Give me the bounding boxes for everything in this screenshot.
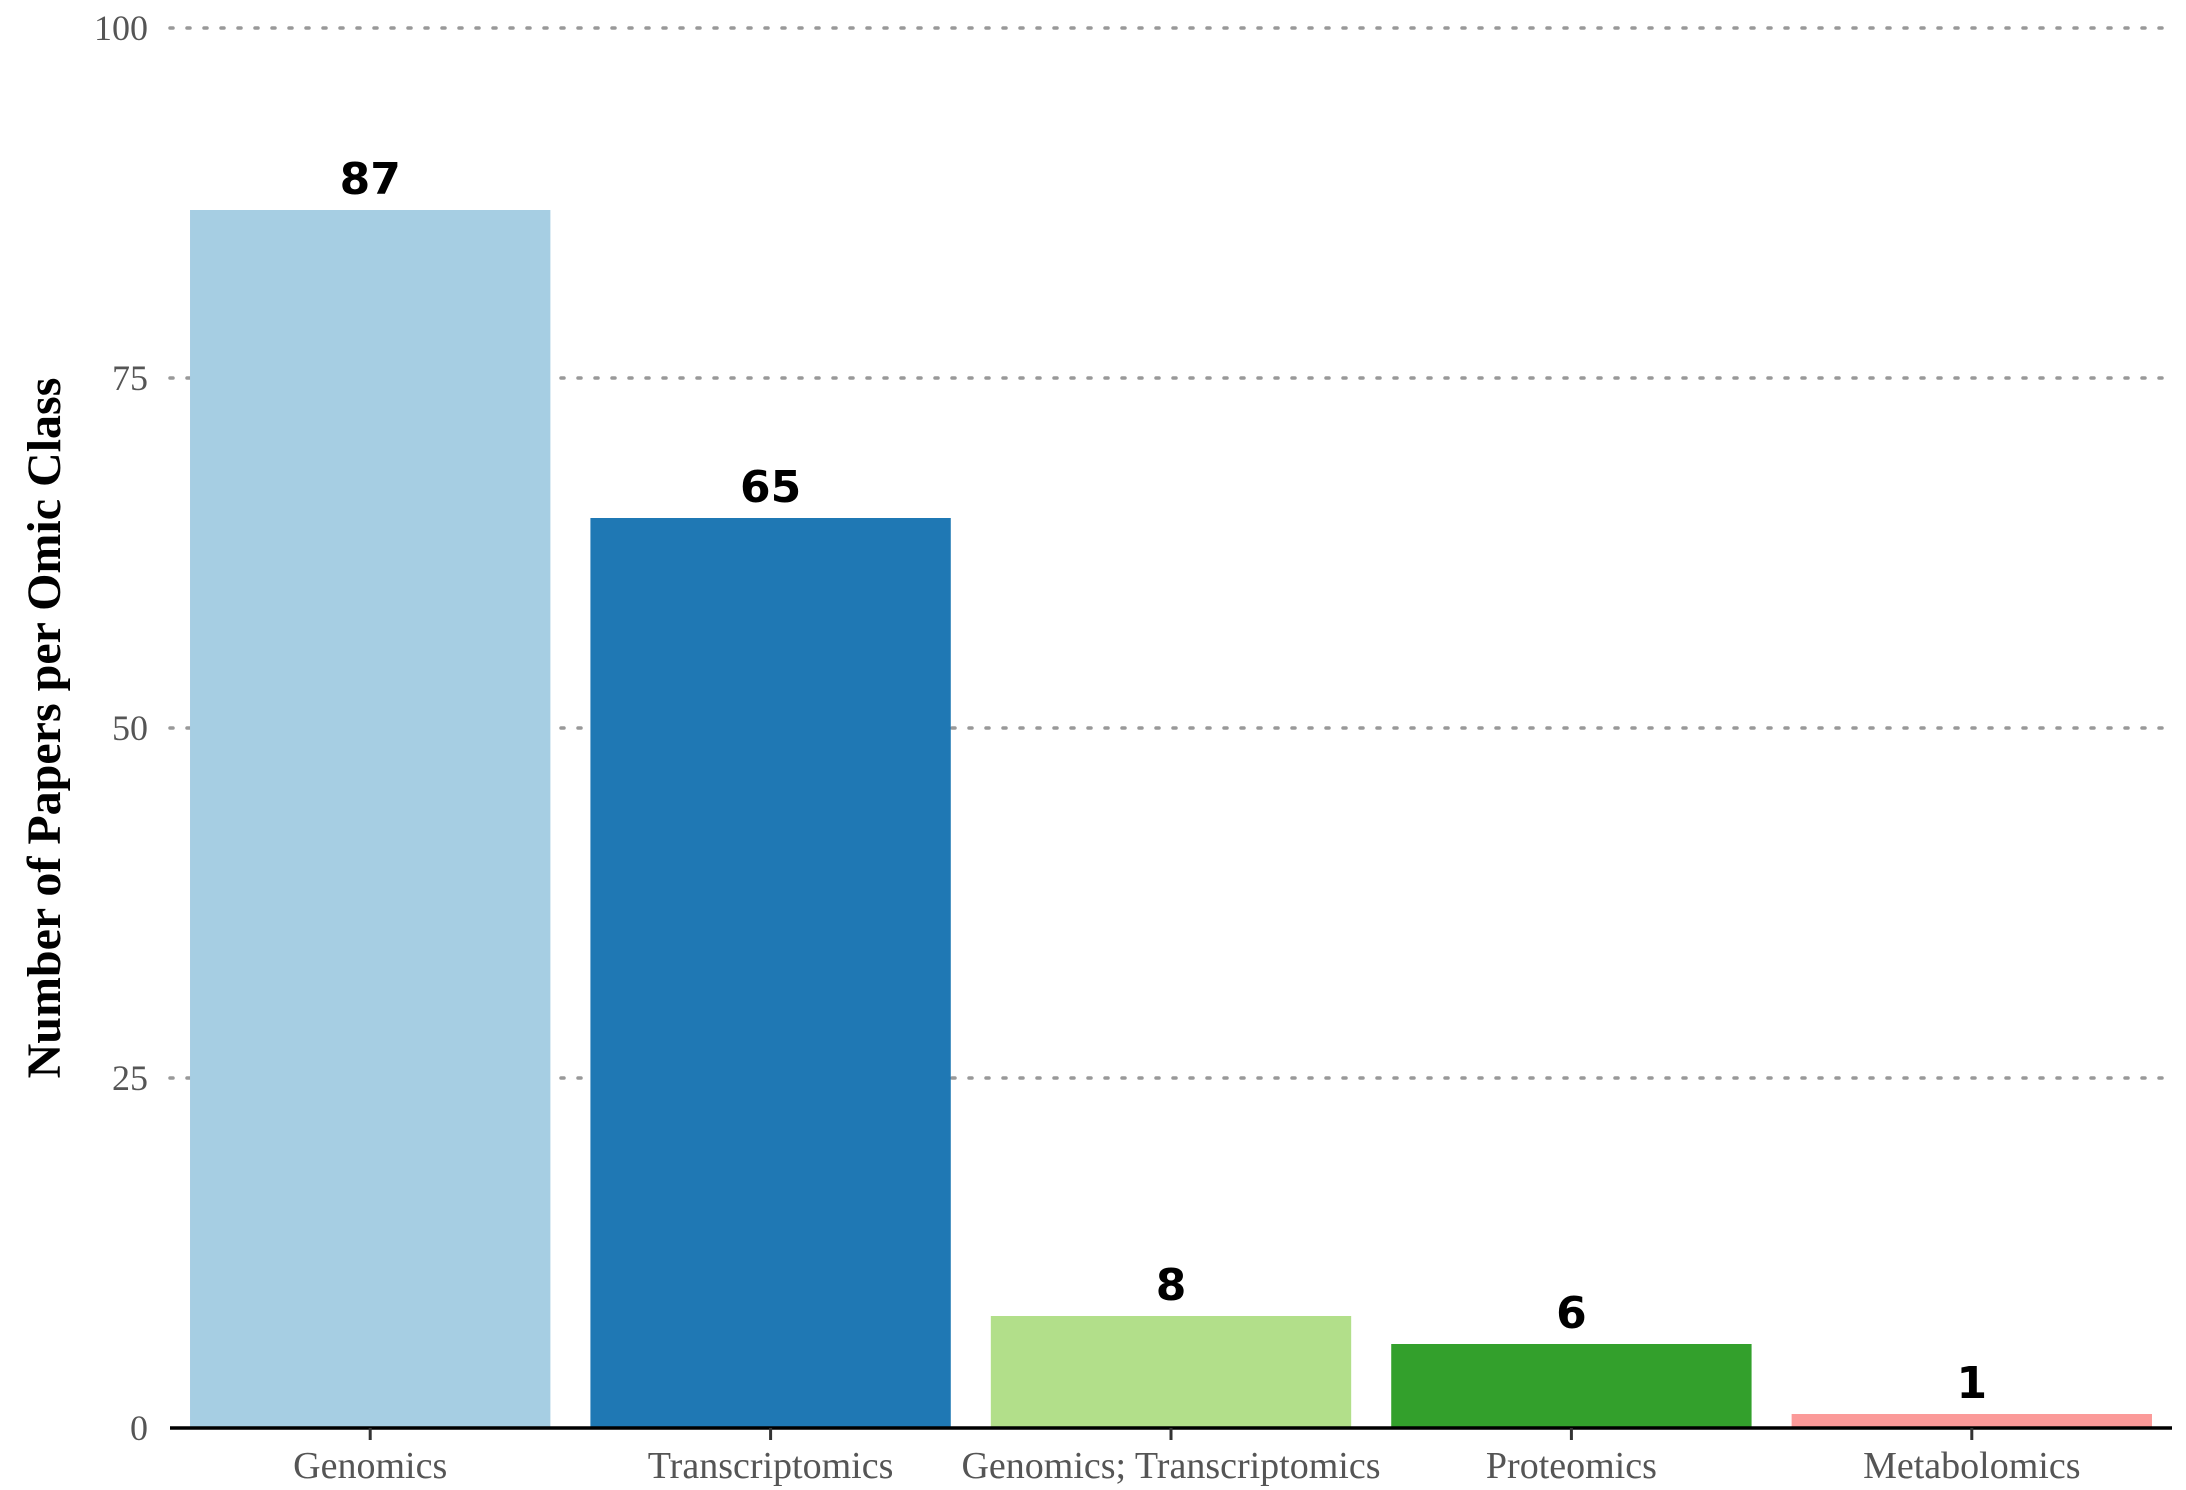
x-tick-label: Genomics; Transcriptomics — [961, 1445, 1380, 1487]
y-axis-title: Number of Papers per Omic Class — [18, 378, 71, 1079]
bars — [190, 210, 2152, 1428]
data-label: 6 — [1556, 1288, 1587, 1339]
y-tick-label: 100 — [94, 8, 148, 48]
data-label: 87 — [340, 154, 401, 205]
bar — [1391, 1344, 1752, 1428]
y-tick-label: 0 — [130, 1408, 148, 1448]
data-label: 1 — [1956, 1358, 1987, 1409]
x-tick-label: Transcriptomics — [648, 1445, 894, 1487]
x-tick-label: Proteomics — [1486, 1445, 1657, 1487]
y-tick-label: 25 — [112, 1058, 148, 1098]
data-label: 8 — [1156, 1260, 1187, 1311]
gridlines — [168, 26, 2174, 1080]
bar — [190, 210, 551, 1428]
bar — [590, 518, 951, 1428]
y-tick-label: 75 — [112, 358, 148, 398]
y-axis-ticks: 0 25 50 75 100 — [94, 8, 148, 1448]
bar — [990, 1316, 1352, 1428]
x-axis-ticks: Genomics Transcriptomics Genomics; Transcr… — [293, 1428, 2081, 1487]
x-tick-label: Metabolomics — [1863, 1445, 2080, 1487]
data-label: 65 — [740, 462, 801, 513]
data-labels: 87 65 8 6 1 — [340, 154, 1988, 1409]
y-tick-label: 50 — [112, 708, 148, 748]
bar — [1791, 1414, 2152, 1428]
x-tick-label: Genomics — [293, 1445, 447, 1487]
